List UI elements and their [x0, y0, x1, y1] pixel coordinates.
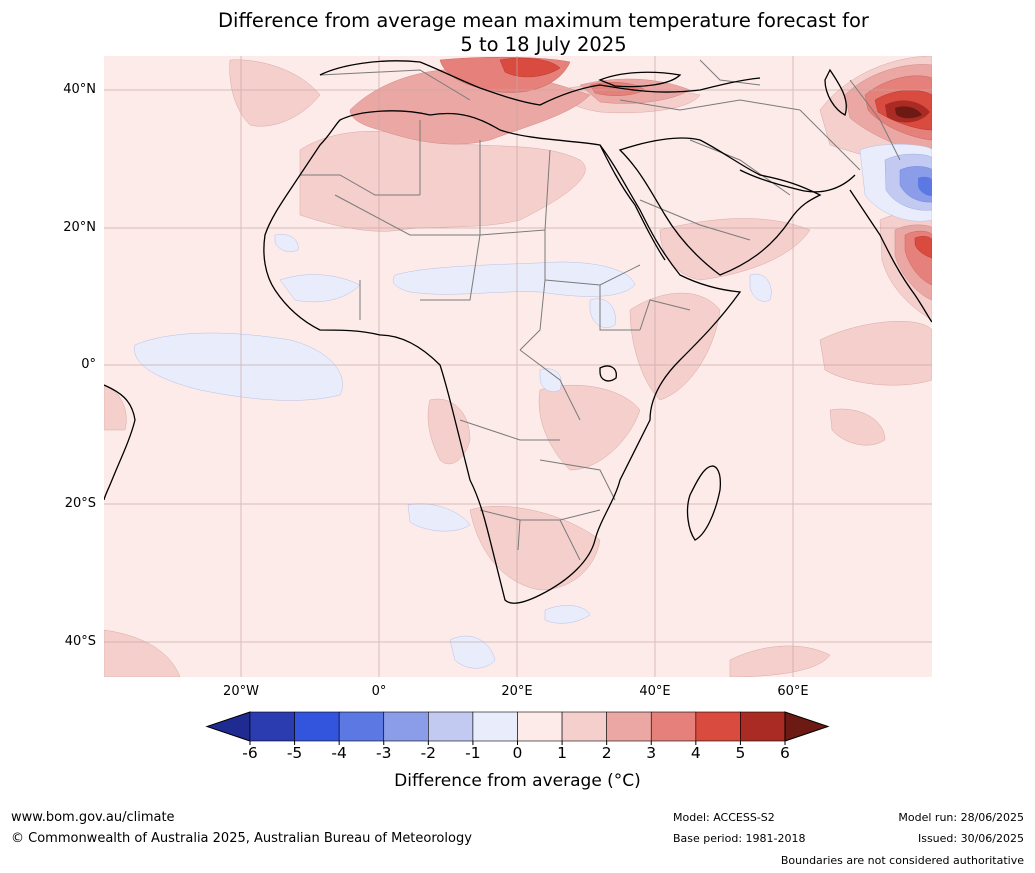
footer-model-run: Model run: 28/06/2025 — [898, 811, 1024, 824]
gridlines — [104, 56, 932, 677]
footer-copyright: © Commonwealth of Australia 2025, Austra… — [11, 831, 472, 846]
colorbar-segment — [428, 711, 474, 742]
colorbar-tick-label: 1 — [557, 744, 568, 762]
lat-label-40n: 40°N — [63, 82, 96, 97]
colorbar-tick-label: -2 — [420, 744, 437, 762]
caspian-coastline — [824, 68, 847, 116]
lon-label-0: 0° — [371, 684, 387, 699]
madagascar-channel-cool-area — [539, 368, 562, 392]
colorbar-tick-label: 6 — [780, 744, 790, 762]
colorbar-segment — [606, 711, 652, 742]
colorbar-tick-label: -6 — [242, 744, 258, 762]
southern-ocean-cool-area — [449, 635, 496, 669]
indian-ocean-warm-area — [819, 321, 932, 386]
sahel-cool-band — [392, 261, 636, 297]
country-borders — [300, 59, 901, 561]
black-sea-coastline — [598, 71, 682, 88]
colorbar-tick-label: 3 — [646, 744, 657, 762]
colorbar-tick-label: 4 — [690, 744, 701, 762]
colorbar-tick-label: -3 — [376, 744, 392, 762]
pakistan-coldest-area — [918, 176, 932, 196]
colorbar-tick-label: 2 — [601, 744, 612, 762]
lon-label-40e: 40°E — [639, 684, 671, 699]
balkans-very-hot-area — [499, 57, 561, 78]
persian-gulf-coastline — [739, 169, 856, 193]
equatorial-atlantic-cool-area — [134, 332, 343, 401]
colorbar-extend-high — [784, 711, 830, 742]
lat-label-20n: 20°N — [63, 220, 96, 235]
lon-label-60e: 60°E — [777, 684, 809, 699]
arabia-warm-area — [659, 218, 811, 281]
colorbar-tick-label: 0 — [512, 744, 523, 762]
coastlines — [104, 60, 932, 604]
west-africa-coast-warm-area — [427, 398, 471, 465]
anomaly-minus-4-minus-3-regions — [918, 176, 932, 196]
indian-ocean-warm-area-2 — [829, 408, 886, 446]
footer-url: www.bom.gov.au/climate — [11, 810, 175, 825]
anomaly-minus-1-0-regions — [134, 143, 932, 669]
colorbar-segment — [338, 711, 385, 742]
chart-title-line-2: 5 to 18 July 2025 — [460, 33, 627, 56]
colorbar-segment — [561, 711, 607, 742]
southern-africa-warm-area — [469, 506, 601, 591]
lat-label-0: 0° — [81, 357, 96, 372]
colorbar-tick-label: -1 — [465, 744, 481, 762]
arabia-coastline — [618, 137, 822, 276]
red-sea-coastline — [599, 144, 666, 261]
west-africa-cool-area — [274, 234, 299, 252]
lat-label-20s: 20°S — [64, 496, 96, 511]
footer-issued: Issued: 30/06/2025 — [917, 832, 1024, 845]
lat-label-40s: 40°S — [64, 634, 96, 649]
colorbar-segment — [695, 711, 741, 742]
india-very-hot-area — [914, 236, 932, 259]
south-indian-ocean-warm-area — [729, 645, 831, 677]
iran-extreme-core — [895, 106, 922, 119]
colorbar-tick-label: 5 — [735, 744, 746, 762]
footer-model: Model: ACCESS-S2 — [673, 811, 775, 824]
europe-coastline — [319, 60, 761, 106]
colorbar-segment — [517, 711, 563, 742]
colorbar-segment — [294, 711, 340, 742]
colorbar-segment — [740, 711, 786, 742]
lon-label-20w: 20°W — [223, 684, 259, 699]
arabian-sea-cool-area — [749, 273, 772, 302]
footer-base-period: Base period: 1981-2018 — [673, 832, 806, 845]
anomaly-5-plus-regions — [885, 100, 930, 123]
india-coastline — [849, 189, 932, 323]
colorbar-tick-label: -4 — [331, 744, 347, 762]
madagascar-coastline — [686, 465, 721, 541]
anomaly-1-2-regions — [104, 56, 932, 677]
colorbar-segment — [472, 711, 518, 742]
east-africa-warm-area — [629, 292, 721, 401]
colorbar-extend-low — [205, 711, 251, 742]
colorbar-segment — [383, 711, 429, 742]
colorbar-label: Difference from average (°C) — [394, 771, 641, 791]
colorbar-segment — [249, 711, 295, 742]
footer-disclaimer: Boundaries are not considered authoritat… — [780, 854, 1024, 867]
sahara-west-warm-area — [229, 59, 321, 127]
colorbar-segment — [650, 711, 697, 742]
central-africa-warm-area — [538, 385, 641, 471]
africa-coastline — [263, 110, 742, 604]
south-america-coastline — [104, 384, 136, 501]
lake-victoria — [599, 365, 617, 382]
colorbar-tick-label: -5 — [286, 744, 303, 762]
lon-label-20e: 20°E — [501, 684, 533, 699]
chart-title-line-1: Difference from average mean maximum tem… — [218, 9, 869, 32]
gulf-cool-area — [589, 298, 616, 328]
southern-ocean-cool-area-2 — [544, 605, 591, 624]
